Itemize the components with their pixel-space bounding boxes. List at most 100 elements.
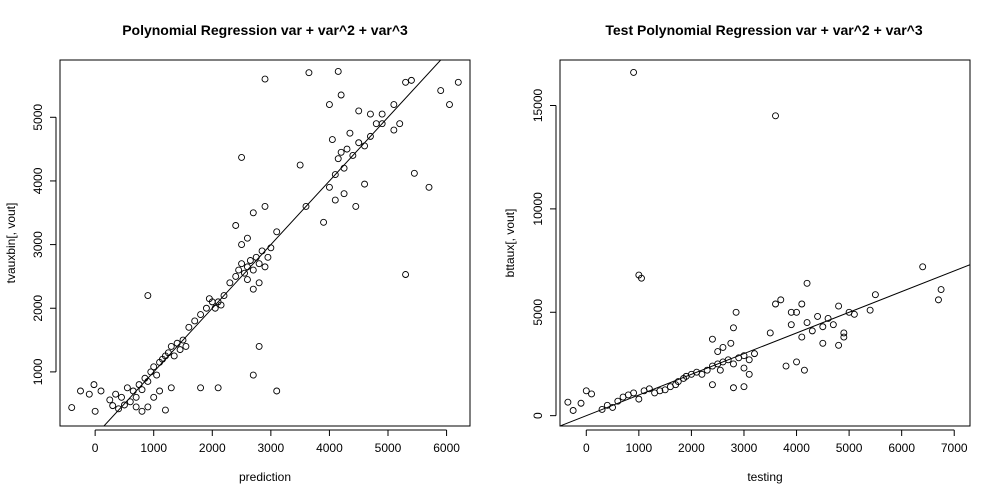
chart-left-point (305, 69, 313, 77)
chart-left-point (118, 393, 125, 401)
chart-right-point (732, 308, 740, 316)
chart-left-point (243, 234, 251, 242)
chart-right-point (703, 366, 711, 374)
chart-left-point (202, 304, 210, 312)
chart-right-point (730, 360, 737, 368)
chart-left-point (138, 386, 146, 394)
chart-right-plot-frame (559, 59, 971, 427)
chart-left-y-tick-label: 3000 (31, 231, 45, 258)
chart-left-y-tick-label: 2000 (31, 295, 45, 322)
chart-left-point (235, 266, 243, 274)
chart-right-point (835, 302, 843, 310)
chart-right-x-tick-label: 3000 (731, 441, 758, 455)
chart-left-title: Polynomial Regression var + var^2 + var^… (122, 22, 408, 38)
chart-left-x-tick-label: 1000 (140, 441, 167, 455)
chart-right-y-label: bttaux[, vout] (503, 209, 517, 278)
chart-left-point (232, 272, 240, 280)
chart-right-x-tick-label: 0 (583, 441, 590, 455)
chart-left-point (334, 68, 342, 75)
chart-left-x-tick-label: 2000 (199, 441, 226, 455)
chart-right-x-tick-label: 1000 (625, 441, 652, 455)
chart-left-point (97, 387, 105, 395)
chart-left-point (191, 317, 199, 325)
chart-right-point (937, 286, 945, 293)
chart-right-point (803, 319, 811, 327)
chart-right-fit-line (560, 264, 970, 426)
chart-right-point (656, 387, 664, 395)
chart-left-point (331, 196, 339, 204)
chart-left-point (144, 292, 152, 299)
chart-right-point (645, 385, 653, 393)
chart-left-point (366, 110, 374, 118)
chart-right-point (635, 395, 643, 403)
chart-left-y-tick-label: 5000 (31, 104, 45, 131)
chart-left-point (267, 244, 275, 252)
chart-left-point (90, 381, 98, 389)
chart-right-point (630, 389, 638, 397)
chart-right-y-tick-label: 0 (531, 412, 545, 419)
chart-right-x-tick-label: 5000 (836, 441, 863, 455)
chart-left-point (328, 136, 336, 144)
chart-right-point (751, 350, 758, 358)
chart-left-point (410, 169, 418, 177)
chart-right-x-tick-label: 4000 (783, 441, 810, 455)
chart-left-point (176, 346, 184, 354)
chart-left-point (361, 142, 369, 150)
chart-left-point (112, 390, 120, 398)
chart-left-point (135, 381, 143, 389)
chart-left-point (402, 78, 410, 86)
chart-right-point (824, 315, 832, 322)
chart-left-point (197, 311, 205, 319)
chart-left-point (232, 222, 240, 229)
chart-right-point (840, 329, 848, 337)
chart-right-x-ticks: 0 1000 2000 3000 4000 5000 6000 7000 (583, 429, 968, 455)
chart-right-point (630, 68, 638, 76)
chart-left-point (126, 398, 134, 406)
chart-right-point (598, 406, 606, 413)
chart-left-point (334, 155, 342, 163)
chart-right-point (588, 390, 595, 398)
chart-left-point (425, 183, 433, 191)
chart-left-point (273, 387, 281, 395)
chart-left-point (437, 87, 445, 95)
chart-right-point (772, 112, 779, 120)
chart-right-x-tick-label: 6000 (888, 441, 915, 455)
chart-right-y-tick-label: 5000 (531, 299, 545, 326)
chart-right-point (727, 339, 735, 347)
chart-left-point (325, 183, 333, 191)
chart-left-point (255, 342, 263, 350)
chart-left-point (296, 161, 304, 169)
chart-right-point (730, 384, 737, 392)
chart-left-point (273, 228, 281, 236)
chart-left-point (147, 368, 155, 376)
chart-left-point (144, 377, 152, 385)
chart-left-point (179, 336, 187, 344)
chart-right-point (798, 300, 806, 308)
chart-left-point (211, 304, 219, 312)
chart-left-point (340, 164, 348, 172)
chart-right-point (614, 397, 622, 405)
chart-left-point (402, 271, 410, 278)
chart-right-point (798, 333, 806, 341)
chart-left-y-tick-label: 1000 (31, 358, 45, 385)
chart-left-point (153, 371, 161, 379)
chart-left-point (138, 407, 146, 415)
chart-left-point (372, 120, 380, 128)
chart-left-point (243, 263, 251, 271)
chart-right-point (714, 348, 722, 356)
chart-left-point (129, 387, 137, 395)
chart-left-point (182, 342, 190, 350)
chart-left-point (106, 396, 114, 404)
chart-left-point (238, 260, 246, 268)
chart-right-point (716, 366, 724, 374)
chart-right-point (740, 383, 748, 391)
chart-left-point (115, 405, 123, 413)
chart-left-point (264, 253, 272, 261)
chart-left-y-tick-label: 4000 (31, 167, 45, 194)
chart-left-y-label: tvauxbin[, vout] (4, 203, 18, 284)
chart-left-point (85, 390, 93, 398)
chart-left-point (132, 393, 140, 401)
chart-left-point (258, 247, 266, 255)
chart-left-point (164, 349, 172, 357)
chart-right-point (871, 291, 879, 299)
